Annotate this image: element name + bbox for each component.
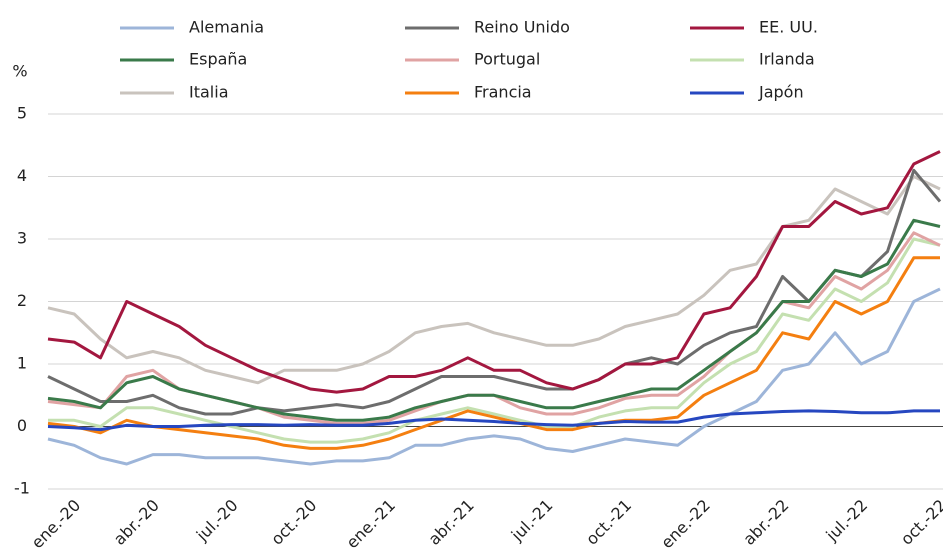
legend-label: EE. UU. [759, 18, 818, 37]
y-tick-label: -1 [14, 479, 30, 498]
y-tick-label: 4 [17, 166, 27, 185]
legend-label: Japón [758, 83, 804, 102]
y-tick-label: 1 [17, 354, 27, 373]
x-tick-label: ene.-22 [657, 496, 714, 553]
x-tick-label: ene.-21 [342, 496, 399, 553]
y-tick-label: 2 [17, 291, 27, 310]
x-tick-label: oct.-20 [267, 496, 320, 549]
legend-label: Italia [189, 83, 229, 102]
x-tick-label: jul.-21 [507, 496, 557, 546]
series-line [47, 175, 941, 385]
y-tick-label: 3 [17, 229, 27, 248]
series-line [47, 256, 940, 450]
x-tick-label: oct.-21 [582, 496, 635, 549]
series-line [47, 218, 941, 422]
series-line [47, 409, 940, 432]
legend-label: Francia [474, 83, 532, 102]
y-unit: % [12, 62, 27, 81]
legend-label: Portugal [474, 50, 540, 69]
x-tick-label: abr.-20 [110, 496, 163, 549]
x-tick-label: jul.-22 [822, 496, 872, 546]
legend-label: España [189, 50, 247, 69]
x-tick-label: oct.-22 [897, 496, 943, 549]
series-line [47, 150, 941, 394]
series-line [47, 168, 942, 416]
x-tick-label: abr.-22 [739, 496, 792, 549]
legend-label: Reino Unido [474, 18, 570, 37]
y-tick-label: 5 [17, 104, 27, 123]
legend-label: Irlanda [759, 50, 815, 69]
legend-label: Alemania [189, 18, 264, 37]
series-line [48, 237, 941, 444]
x-tick-label: jul.-20 [192, 496, 242, 546]
x-tick-label: abr.-21 [425, 496, 478, 549]
y-tick-label: 0 [17, 416, 27, 435]
x-tick-label: ene.-20 [28, 496, 85, 553]
series-line [47, 287, 941, 466]
